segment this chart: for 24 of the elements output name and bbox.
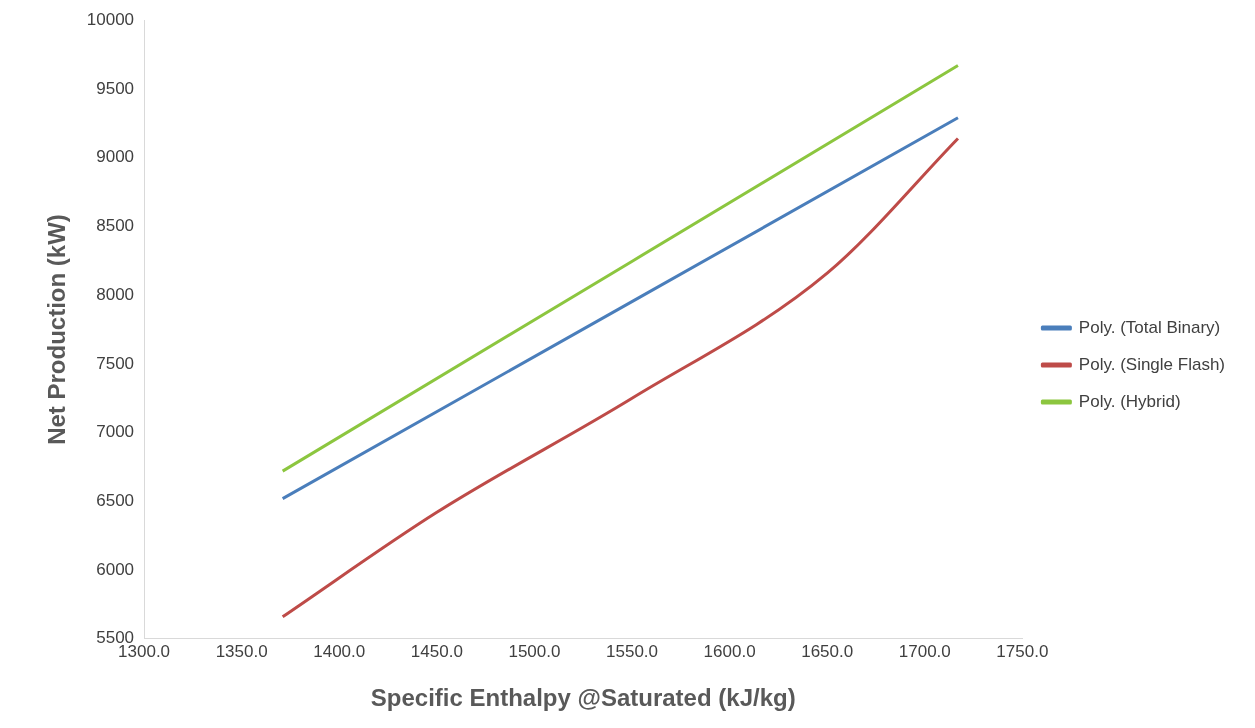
x-tick-label: 1350.0 (215, 641, 268, 661)
legend-label: Poly. (Single Flash) (1078, 354, 1226, 374)
x-tick-label: 1750.0 (996, 641, 1049, 661)
x-tick-label: 1700.0 (898, 641, 951, 661)
x-tick-label: 1550.0 (606, 641, 659, 661)
y-tick-label: 8500 (96, 216, 135, 236)
y-tick-label: 6000 (96, 559, 135, 579)
y-tick-label: 9000 (96, 147, 135, 167)
y-tick-label: 9500 (96, 78, 135, 98)
y-tick-label: 6500 (96, 491, 135, 511)
x-tick-label: 1500.0 (508, 641, 561, 661)
y-axis-title: Net Production (kW) (43, 214, 71, 445)
x-axis-title: Specific Enthalpy @Saturated (kJ/kg) (370, 684, 796, 712)
y-tick-label: 10000 (86, 9, 135, 29)
line-series (281, 136, 960, 619)
y-tick-label: 7000 (96, 422, 135, 442)
x-tick-label: 1450.0 (410, 641, 463, 661)
y-tick-label: 8000 (96, 284, 135, 304)
x-tick-label: 1400.0 (313, 641, 366, 661)
legend-label: Poly. (Total Binary) (1078, 317, 1221, 337)
x-tick-label: 1650.0 (801, 641, 854, 661)
x-tick-label: 1600.0 (703, 641, 756, 661)
y-tick-label: 7500 (96, 353, 135, 373)
legend-label: Poly. (Hybrid) (1078, 391, 1181, 411)
